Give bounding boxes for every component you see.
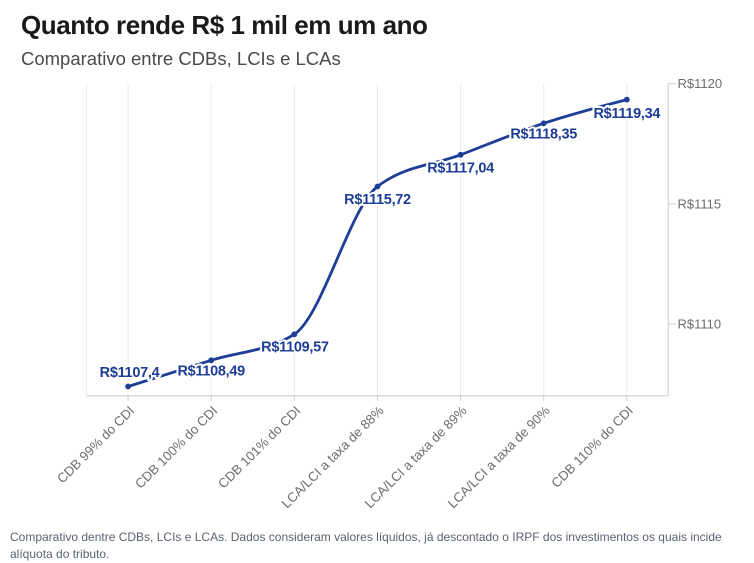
svg-text:R$1108,49: R$1108,49: [177, 364, 245, 380]
svg-text:R$1107,4: R$1107,4: [100, 365, 160, 381]
svg-text:CDB 99% do CDI: CDB 99% do CDI: [54, 403, 137, 486]
svg-text:R$1115: R$1115: [678, 196, 722, 211]
svg-text:R$1119,34: R$1119,34: [593, 106, 660, 122]
svg-text:CDB 100% do CDI: CDB 100% do CDI: [132, 403, 220, 491]
svg-text:R$1120: R$1120: [678, 76, 723, 91]
svg-text:CDB 101% do CDI: CDB 101% do CDI: [215, 403, 303, 491]
svg-text:R$1110: R$1110: [678, 317, 722, 332]
svg-text:R$1115,72: R$1115,72: [344, 192, 411, 208]
svg-text:R$1109,57: R$1109,57: [261, 340, 329, 356]
svg-text:CDB 110% do CDI: CDB 110% do CDI: [548, 403, 636, 491]
svg-text:R$1117,04: R$1117,04: [427, 161, 494, 177]
svg-text:R$1118,35: R$1118,35: [510, 126, 577, 142]
